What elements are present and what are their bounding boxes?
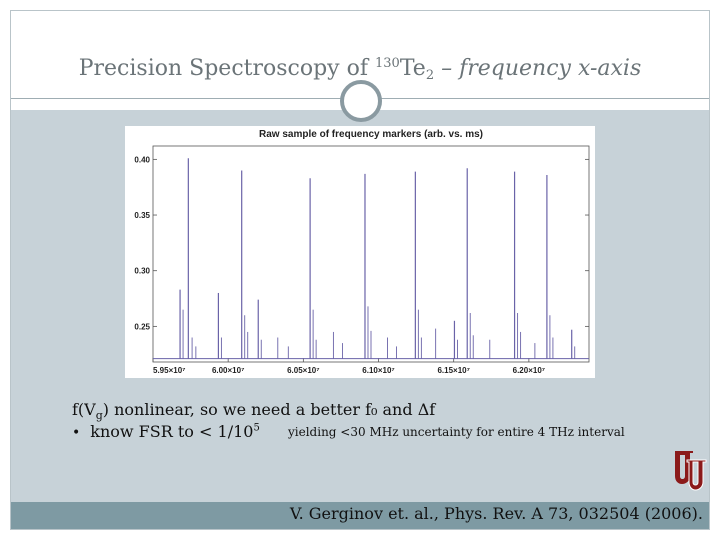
caption-suffix: ) nonlinear, so we need a better f₀ and … [102,400,436,419]
x-tick-label: 6.20×10⁷ [513,366,545,375]
slide-title: Precision Spectroscopy of 130Te2 – frequ… [11,56,709,83]
bullet-exponent: 5 [253,422,260,434]
caption-prefix: f(V [72,400,96,419]
circle-ornament [340,80,382,122]
title-rest: – frequency x-axis [434,56,642,81]
title-main: Precision Spectroscopy of [78,56,375,81]
plot-frame [152,145,590,363]
citation: V. Gerginov et. al., Phys. Rev. A 73, 03… [289,504,703,523]
x-tick-label: 5.95×10⁷ [153,366,185,375]
side-note: yielding <30 MHz uncertainty for entire … [288,425,625,439]
chart-title: Raw sample of frequency markers (arb. vs… [259,129,483,140]
caption-sub: g [95,409,103,423]
y-tick-label: 0.40 [134,155,150,164]
y-tick-label: 0.30 [134,267,150,276]
y-tick-label: 0.35 [134,211,150,220]
x-tick-label: 6.15×10⁷ [437,366,469,375]
x-tick-label: 6.10×10⁷ [362,366,394,375]
x-tick-label: 6.00×10⁷ [212,366,244,375]
title-subscript: 2 [425,68,435,83]
bullet-text: know FSR to < 1/105 [90,422,260,441]
frequency-chart: Raw sample of frequency markers (arb. vs… [125,126,595,378]
title-element: Te [399,56,426,81]
y-tick-label: 0.25 [134,322,150,331]
footer-bar: V. Gerginov et. al., Phys. Rev. A 73, 03… [11,502,709,529]
bullet-glyph: • [72,425,81,441]
bullet-item: • know FSR to < 1/105 [72,422,260,441]
caption-line: f(Vg) nonlinear, so we need a better f₀ … [72,400,435,422]
ou-logo-icon [672,448,708,492]
bullet-main: know FSR to < 1/10 [90,422,254,441]
slide-frame [10,10,710,530]
title-isotope: 130 [375,56,400,71]
chart-svg: Raw sample of frequency markers (arb. vs… [134,129,590,375]
x-tick-label: 6.05×10⁷ [287,366,319,375]
